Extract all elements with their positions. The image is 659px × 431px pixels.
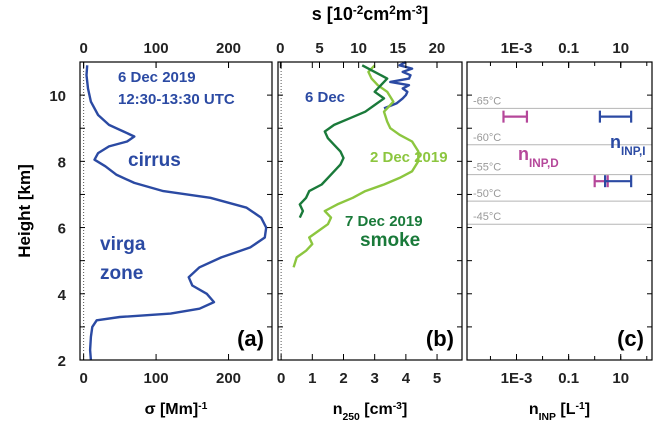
temperature-label: -55°C bbox=[473, 162, 501, 174]
panel-frame bbox=[277, 61, 463, 361]
top-tick-label: 200 bbox=[216, 40, 241, 57]
x-axis-label-c: nINP [L-1] bbox=[529, 401, 590, 423]
bottom-tick-label: 3 bbox=[371, 370, 379, 387]
bottom-tick-label: 1E-3 bbox=[501, 370, 533, 387]
y-tick-label: 4 bbox=[58, 287, 67, 304]
bottom-tick-label: 0.1 bbox=[558, 370, 579, 387]
inp-range-bar bbox=[603, 175, 633, 188]
temperature-label: -45°C bbox=[473, 211, 501, 223]
panel-frame bbox=[466, 61, 653, 361]
bottom-tick-label: 2 bbox=[339, 370, 347, 387]
annotation-label: smoke bbox=[360, 230, 420, 251]
bottom-tick-label: 5 bbox=[433, 370, 441, 387]
temperature-label: -60°C bbox=[473, 132, 501, 144]
bottom-tick-label: 1 bbox=[308, 370, 316, 387]
top-tick-label: 100 bbox=[144, 40, 169, 57]
top-tick-label: 5 bbox=[315, 40, 323, 57]
series-line-b-2 bbox=[298, 64, 389, 219]
bottom-tick-label: 200 bbox=[216, 370, 241, 387]
bottom-tick-label: 0 bbox=[79, 370, 87, 387]
inp-range-bar bbox=[502, 110, 529, 123]
series-line-a-0 bbox=[85, 65, 268, 361]
top-tick-label: 0.1 bbox=[558, 40, 579, 57]
inp-legend-label: nINP,D bbox=[518, 144, 559, 170]
panel-label: (c) bbox=[617, 326, 644, 351]
panel-frame bbox=[79, 61, 273, 361]
temperature-label: -50°C bbox=[473, 188, 501, 200]
annotation-label: cirrus bbox=[128, 150, 181, 171]
bottom-tick-label: 0 bbox=[277, 370, 285, 387]
panel-c: -65°C -60°C -55°C -50°C -45°C 1E-3 0.1 10 1E-3 0.… bbox=[466, 40, 653, 423]
panel-label: (b) bbox=[426, 326, 454, 351]
temperature-label: -65°C bbox=[473, 95, 501, 107]
annotation-label: 7 Dec 2019 bbox=[345, 213, 423, 230]
series-line-b-1 bbox=[292, 64, 420, 268]
series-line-b-0 bbox=[383, 60, 414, 110]
y-tick-label: 10 bbox=[49, 88, 66, 105]
annotation-label: zone bbox=[100, 263, 143, 284]
top-tick-label: 0 bbox=[276, 40, 284, 57]
bottom-tick-label: 10 bbox=[612, 370, 629, 387]
y-tick-label: 8 bbox=[58, 154, 66, 171]
y-axis-label: Height [km] bbox=[15, 164, 34, 258]
top-tick-label: 1E-3 bbox=[501, 40, 533, 57]
top-tick-label: 15 bbox=[389, 40, 406, 57]
panel-b: 0 1 2 3 4 5 0 5 10 15 20 (b) n250 [cm-3] s [10-2cm2m-… bbox=[276, 4, 463, 423]
bottom-tick-label: 4 bbox=[402, 370, 411, 387]
bottom-tick-label: 100 bbox=[144, 370, 169, 387]
x-axis-label-a: σ [Mm]-1 bbox=[145, 401, 208, 419]
annotation-label: 12:30-13:30 UTC bbox=[118, 91, 235, 108]
top-axis-label: s [10-2cm2m-3] bbox=[312, 4, 428, 25]
panel-label: (a) bbox=[237, 326, 264, 351]
x-axis-label-b: n250 [cm-3] bbox=[333, 401, 408, 423]
annotation-label: 2 Dec 2019 bbox=[370, 149, 448, 166]
annotation-label: virga bbox=[100, 234, 146, 255]
annotation-label: 6 Dec 2019 bbox=[118, 69, 196, 86]
top-tick-label: 10 bbox=[612, 40, 629, 57]
panel-a: 0 100 200 0 100 200 (a) σ [Mm]-1 6 Dec 2019 12:30… bbox=[79, 40, 273, 419]
top-tick-label: 0 bbox=[79, 40, 87, 57]
top-tick-label: 10 bbox=[350, 40, 367, 57]
y-tick-label: 2 bbox=[58, 353, 66, 370]
y-tick-label: 6 bbox=[58, 221, 66, 238]
inp-legend-label: nINP,I bbox=[610, 132, 645, 158]
inp-range-bar bbox=[598, 110, 633, 123]
annotation-label: 6 Dec bbox=[305, 89, 345, 106]
top-tick-label: 20 bbox=[429, 40, 446, 57]
